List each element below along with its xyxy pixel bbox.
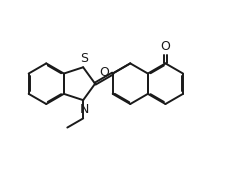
Text: O: O: [160, 40, 170, 53]
Text: O: O: [98, 66, 108, 79]
Text: S: S: [80, 52, 88, 65]
Text: N: N: [79, 103, 88, 116]
